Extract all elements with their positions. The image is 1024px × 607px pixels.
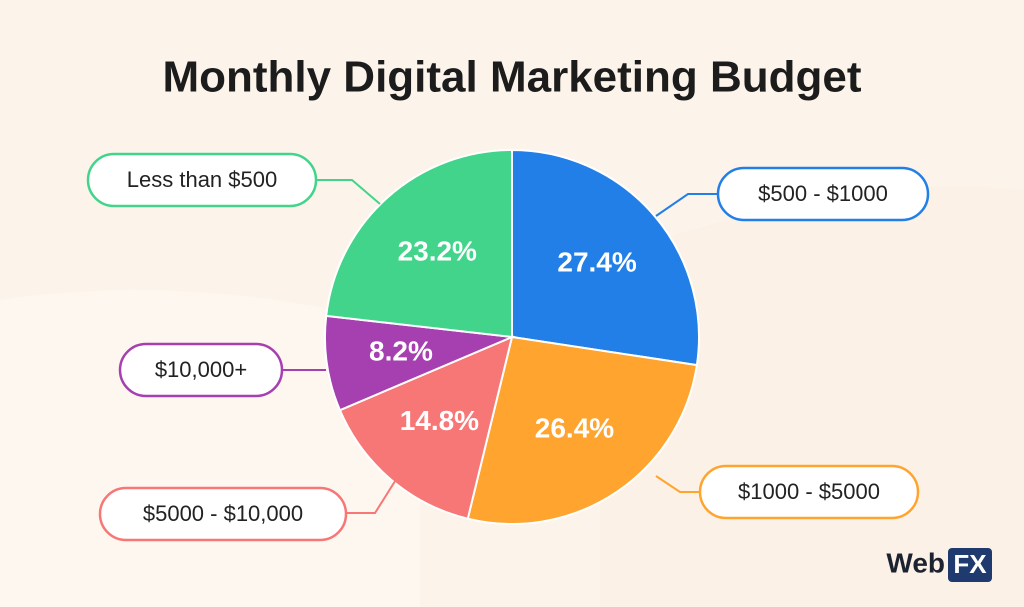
callout-box — [698, 464, 920, 520]
data-label: 8.2% — [369, 336, 433, 367]
legend-label: Less than $500 — [127, 167, 277, 192]
data-label: 27.4% — [557, 246, 636, 277]
leader-line — [655, 475, 700, 493]
legend-label: $10,000+ — [155, 357, 247, 382]
data-label: 14.8% — [400, 405, 479, 436]
brand-text: FX — [953, 549, 987, 579]
callout-box — [98, 486, 348, 542]
pie-slice — [324, 314, 516, 412]
pie-slice — [325, 148, 513, 339]
leader-line — [655, 193, 718, 217]
brand-text: Web — [886, 547, 945, 578]
legend-label: $500 - $1000 — [758, 181, 888, 206]
callout-box — [716, 166, 930, 222]
callout-box — [118, 342, 284, 398]
pie-slice — [338, 335, 514, 520]
data-label: 26.4% — [535, 413, 614, 444]
pie-slice — [511, 148, 700, 367]
leader-line — [316, 179, 381, 205]
data-label: 23.2% — [398, 236, 477, 267]
pie-slice — [466, 335, 699, 525]
legend-label: $5000 - $10,000 — [143, 501, 303, 526]
chart-title: Monthly Digital Marketing Budget — [162, 53, 861, 102]
brand-box — [948, 548, 992, 582]
leader-line — [346, 477, 398, 514]
legend-label: $1000 - $5000 — [738, 479, 880, 504]
callout-box — [86, 152, 318, 208]
